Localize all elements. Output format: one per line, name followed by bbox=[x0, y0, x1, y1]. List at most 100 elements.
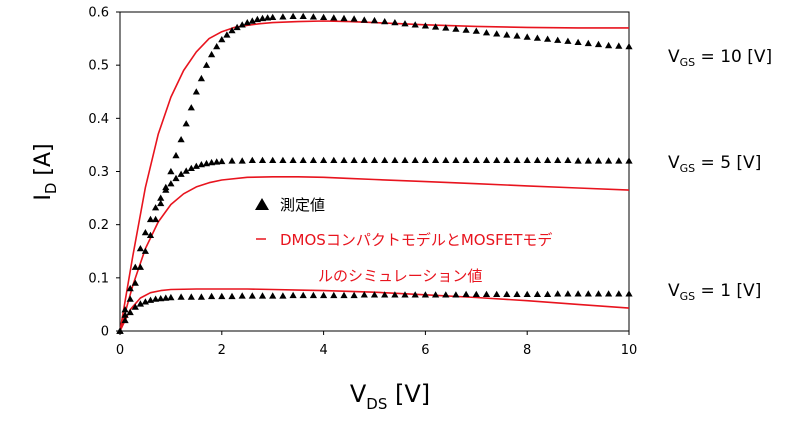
measured-point-vgs-1 bbox=[401, 291, 409, 298]
measured-point-vgs-5 bbox=[401, 156, 409, 163]
measured-point-vgs-1 bbox=[421, 291, 429, 298]
measured-point-vgs-10 bbox=[360, 16, 368, 23]
measured-point-vgs-10 bbox=[370, 16, 379, 24]
legend-sim-label-line2: ルのシミュレーション値 bbox=[318, 267, 482, 285]
measured-point-vgs-10 bbox=[350, 15, 358, 22]
measured-point-vgs-10 bbox=[452, 25, 460, 32]
y-axis-label-unit: [A] bbox=[31, 143, 56, 175]
measured-point-vgs-1 bbox=[432, 291, 440, 298]
measured-point-vgs-10 bbox=[182, 120, 190, 127]
measured-point-vgs-1 bbox=[544, 290, 552, 297]
y-axis-label-main: I bbox=[31, 194, 56, 201]
measured-point-vgs-1 bbox=[513, 290, 521, 297]
measured-point-vgs-5 bbox=[248, 156, 256, 163]
measured-point-vgs-1 bbox=[594, 290, 603, 297]
measured-point-vgs-10 bbox=[472, 27, 480, 34]
measured-point-vgs-5 bbox=[167, 180, 175, 187]
measured-point-vgs-10 bbox=[218, 36, 226, 43]
measured-point-vgs-5 bbox=[554, 156, 562, 163]
measured-point-vgs-5 bbox=[126, 284, 134, 292]
measured-point-vgs-10 bbox=[228, 27, 236, 34]
measured-point-vgs-5 bbox=[513, 156, 521, 163]
measured-point-vgs-5 bbox=[594, 157, 603, 164]
measured-point-vgs-5 bbox=[482, 156, 491, 163]
y-tick-label: 0.1 bbox=[88, 271, 109, 286]
measured-point-vgs-1 bbox=[238, 292, 246, 299]
measured-point-vgs-5 bbox=[370, 156, 379, 163]
measured-point-vgs-10 bbox=[432, 23, 440, 30]
measured-point-vgs-5 bbox=[381, 156, 389, 163]
measured-point-vgs-10 bbox=[152, 215, 160, 223]
measured-point-vgs-5 bbox=[309, 156, 317, 163]
measured-point-vgs-10 bbox=[264, 14, 272, 21]
sim-line-vgs-1 bbox=[119, 288, 630, 332]
measured-point-vgs-10 bbox=[269, 13, 277, 20]
legend-measured-marker bbox=[255, 198, 269, 210]
measured-point-vgs-1 bbox=[157, 295, 165, 302]
measured-point-vgs-5 bbox=[202, 159, 211, 167]
measured-point-vgs-5 bbox=[213, 158, 221, 165]
measured-point-vgs-1 bbox=[187, 293, 195, 300]
sim-line-vgs-10 bbox=[119, 20, 629, 332]
measured-point-vgs-5 bbox=[330, 156, 338, 163]
legend-sim-label-line1: DMOSコンパクトモデルとMOSFETモデ bbox=[280, 231, 552, 249]
measured-point-vgs-5 bbox=[503, 156, 511, 163]
measured-point-vgs-1 bbox=[625, 290, 633, 297]
measured-point-vgs-10 bbox=[253, 15, 261, 23]
measured-point-vgs-10 bbox=[340, 14, 348, 22]
measured-point-vgs-5 bbox=[121, 306, 129, 313]
measured-point-vgs-1 bbox=[309, 291, 317, 299]
measured-point-vgs-10 bbox=[177, 136, 185, 143]
measured-point-vgs-10 bbox=[248, 17, 256, 24]
measured-point-vgs-10 bbox=[233, 23, 241, 31]
measured-point-vgs-10 bbox=[401, 20, 409, 27]
measured-point-vgs-10 bbox=[574, 38, 582, 45]
measured-point-vgs-10 bbox=[523, 33, 531, 40]
measured-point-vgs-5 bbox=[462, 156, 470, 163]
measured-point-vgs-5 bbox=[228, 157, 236, 164]
annotation-vgs-1: VGS = 1 [V] bbox=[668, 281, 761, 303]
measured-point-vgs-5 bbox=[564, 156, 572, 163]
measured-point-vgs-1 bbox=[289, 291, 297, 299]
measured-point-vgs-5 bbox=[472, 156, 480, 163]
measured-point-vgs-1 bbox=[248, 292, 256, 299]
measured-point-vgs-10 bbox=[493, 30, 501, 37]
measured-point-vgs-5 bbox=[146, 215, 155, 223]
annotation-vgs-5: VGS = 5 [V] bbox=[668, 153, 761, 175]
measured-point-vgs-1 bbox=[340, 291, 348, 299]
legend: 測定値 DMOSコンパクトモデルとMOSFETモデ ルのシミュレーション値 bbox=[255, 196, 552, 285]
measured-point-vgs-1 bbox=[197, 293, 205, 300]
measured-point-vgs-5 bbox=[340, 156, 348, 163]
measured-point-vgs-1 bbox=[141, 298, 149, 305]
measured-point-vgs-1 bbox=[462, 290, 470, 297]
measured-point-vgs-10 bbox=[167, 167, 175, 175]
measured-point-vgs-1 bbox=[126, 308, 134, 316]
measured-point-vgs-5 bbox=[162, 186, 170, 193]
measured-point-vgs-5 bbox=[152, 204, 160, 211]
y-tick-label: 0 bbox=[101, 325, 109, 340]
measured-point-vgs-1 bbox=[167, 293, 175, 301]
measured-point-vgs-10 bbox=[202, 61, 211, 68]
measured-point-vgs-1 bbox=[131, 303, 139, 310]
measured-point-vgs-5 bbox=[172, 174, 180, 182]
measured-point-vgs-10 bbox=[289, 12, 297, 19]
measured-point-vgs-1 bbox=[350, 291, 358, 299]
measured-point-vgs-5 bbox=[157, 194, 165, 201]
measured-point-vgs-5 bbox=[411, 156, 419, 163]
measured-point-vgs-5 bbox=[218, 157, 226, 165]
measured-point-vgs-10 bbox=[605, 41, 613, 49]
measured-point-vgs-1 bbox=[472, 290, 480, 297]
x-tick-label: 6 bbox=[421, 343, 429, 358]
measured-point-vgs-1 bbox=[564, 290, 572, 297]
measured-point-vgs-1 bbox=[136, 300, 144, 307]
measured-point-vgs-1 bbox=[493, 290, 501, 297]
annotation-vgs-10: VGS = 10 [V] bbox=[668, 47, 772, 69]
measured-point-vgs-1 bbox=[523, 290, 531, 297]
measured-point-vgs-10 bbox=[243, 19, 251, 26]
measured-point-vgs-1 bbox=[482, 290, 491, 297]
measured-point-vgs-10 bbox=[615, 42, 623, 49]
x-tick-label: 0 bbox=[116, 343, 124, 358]
measured-point-vgs-1 bbox=[177, 293, 185, 300]
measured-point-vgs-5 bbox=[192, 162, 200, 169]
